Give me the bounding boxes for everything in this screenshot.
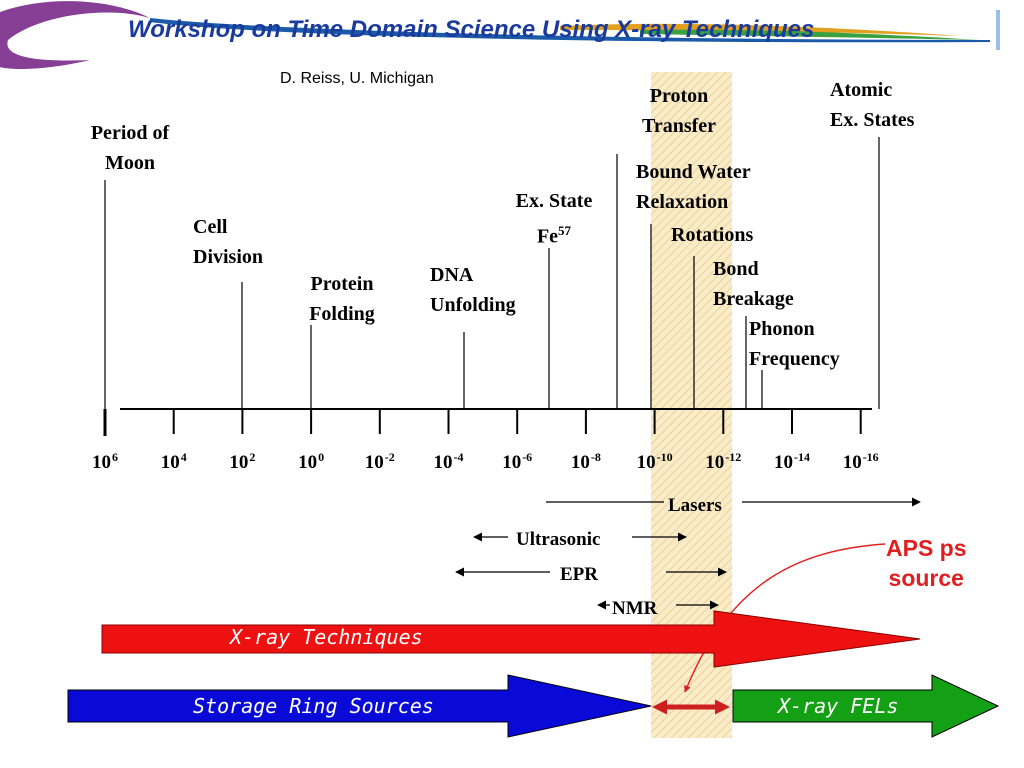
author-credit: D. Reiss, U. Michigan — [280, 70, 434, 87]
label-ex-state-fe57: Ex. State Fe57 — [515, 190, 593, 248]
storage-ring-arrow — [67, 674, 652, 738]
label-ultrasonic: Ultrasonic — [516, 529, 601, 550]
xray-fels-arrow — [732, 674, 1000, 738]
aps-ps-source-label: APS ps source — [886, 535, 967, 591]
axis-tick-label: 10-8 — [570, 450, 601, 473]
xray-techniques-arrow — [101, 610, 921, 668]
label-dna-unfolding: DNA Unfolding — [430, 264, 516, 316]
axis-tick-label: 10-4 — [433, 450, 464, 473]
label-bound-water-relaxation: Bound Water Relaxation — [636, 161, 751, 213]
label-lasers: Lasers — [668, 495, 722, 516]
label-proton-transfer: Proton Transfer — [641, 85, 717, 137]
storage-ring-sources-label: Storage Ring Sources — [193, 694, 434, 718]
label-rotations: Rotations — [671, 224, 754, 246]
label-phonon-frequency: Phonon Frequency — [749, 318, 840, 370]
timeline-axis — [103, 408, 872, 436]
label-epr: EPR — [560, 564, 598, 585]
corner-swoosh-graphic — [0, 1, 1000, 69]
slide-title: Workshop on Time Domain Science Using X-… — [128, 16, 815, 43]
label-atomic-ex-states: Atomic Ex. States — [830, 79, 915, 131]
label-cell-division: Cell Division — [193, 216, 264, 268]
label-protein-folding: Protein Folding — [309, 273, 375, 325]
axis-tick-label: 10-12 — [705, 450, 742, 473]
axis-tick-label: 106 — [92, 450, 118, 473]
label-nmr: NMR — [612, 598, 658, 619]
axis-tick-marks — [172, 409, 862, 434]
technique-range-arrows — [455, 497, 921, 610]
axis-tick-label: 10-16 — [842, 450, 879, 473]
xray-techniques-label: X-ray Techniques — [230, 625, 423, 649]
axis-tick-label: 102 — [229, 450, 256, 473]
axis-tick-label: 104 — [160, 450, 187, 473]
axis-tick-label: 10-2 — [364, 450, 395, 473]
axis-tick-label: 100 — [298, 450, 325, 473]
xray-fels-label: X-ray FELs — [778, 694, 899, 718]
axis-tick-label: 10-10 — [636, 450, 673, 473]
event-lines — [104, 137, 880, 409]
axis-tick-label: 10-6 — [502, 450, 533, 473]
axis-tick-label: 10-14 — [774, 450, 810, 473]
label-period-of-moon: Period of Moon — [90, 122, 170, 174]
label-bond-breakage: Bond Breakage — [713, 258, 794, 310]
